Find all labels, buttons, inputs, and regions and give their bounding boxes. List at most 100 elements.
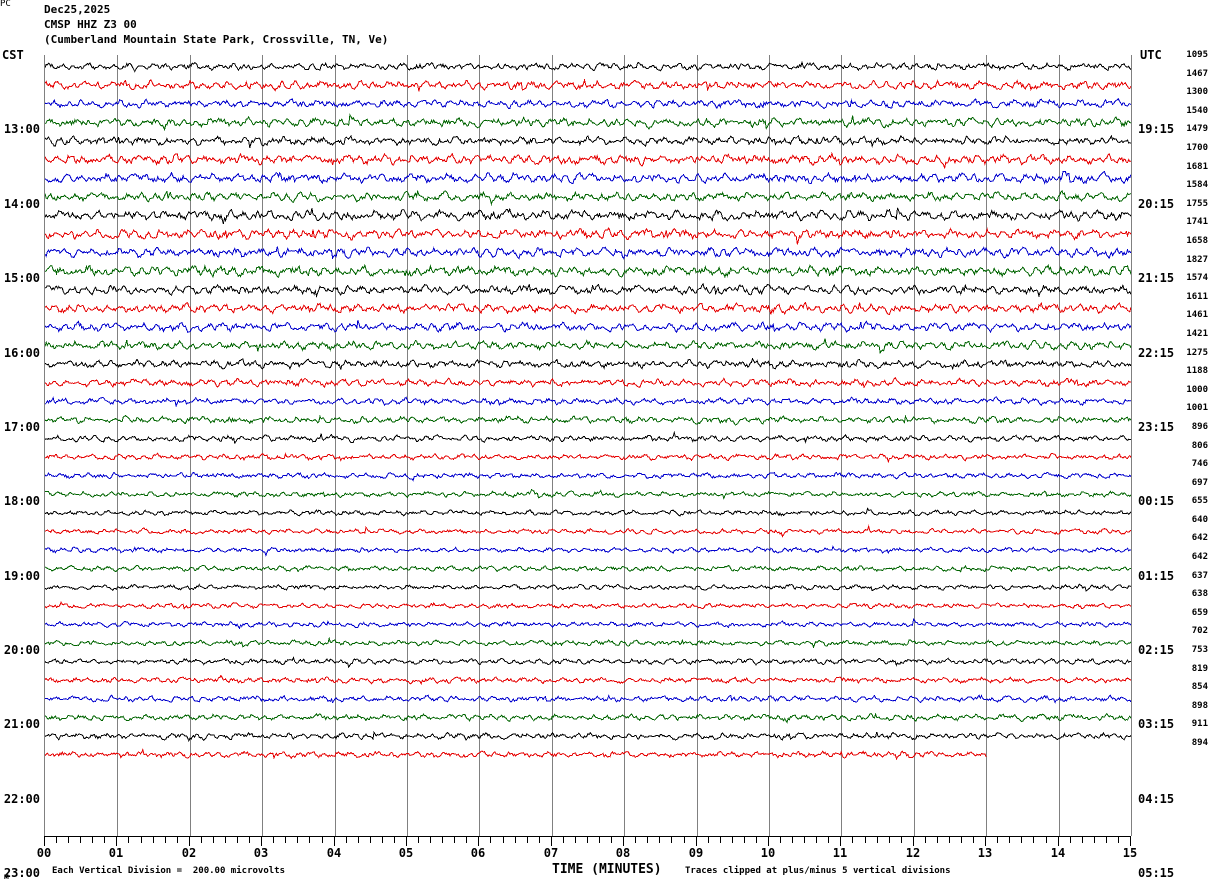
x-tick-label-13: 13 (977, 846, 993, 860)
x-tick-minor (442, 837, 443, 843)
peak-value: 1700 (1186, 142, 1208, 153)
x-tick-major-02 (189, 837, 190, 846)
header-station: CMSP HHZ Z3 00 (44, 18, 137, 31)
trace-line (45, 263, 1131, 279)
x-tick-minor (490, 837, 491, 843)
x-tick-minor (563, 837, 564, 843)
peak-value: 1001 (1186, 403, 1208, 414)
utc-time-label-0515: 05:15 (1138, 866, 1175, 881)
peak-value: 1658 (1186, 235, 1208, 246)
gridline-minute-01 (117, 55, 118, 836)
x-tick-minor (466, 837, 467, 843)
header-location: (Cumberland Mountain State Park, Crossvi… (44, 33, 389, 46)
x-tick-minor (804, 837, 805, 843)
gridline-minute-02 (190, 55, 191, 836)
peak-value: 806 (1191, 440, 1208, 451)
x-tick-minor (297, 837, 298, 843)
x-tick-minor (1106, 837, 1107, 843)
cst-time-label-1900: 19:00 (3, 568, 40, 583)
trace-line (45, 747, 987, 761)
x-tick-minor (92, 837, 93, 843)
peak-value: 753 (1191, 645, 1208, 656)
x-tick-minor (889, 837, 890, 843)
x-tick-minor (937, 837, 938, 843)
x-tick-minor (177, 837, 178, 843)
header-date: Dec25,2025 (44, 3, 111, 16)
x-tick-label-03: 03 (253, 846, 269, 860)
trace-line (45, 430, 1131, 445)
gridline-minute-03 (262, 55, 263, 836)
x-tick-label-15: 15 (1122, 846, 1138, 860)
trace-line (45, 524, 1131, 538)
peak-value: 1540 (1186, 105, 1208, 116)
cst-time-label-2300: 23:00 (3, 866, 40, 881)
peak-value: 1741 (1186, 217, 1208, 228)
x-tick-minor (153, 837, 154, 843)
x-tick-major-10 (768, 837, 769, 846)
peak-value: 1461 (1186, 310, 1208, 321)
trace-line (45, 601, 1131, 610)
peak-value: 819 (1191, 663, 1208, 674)
x-tick-minor (949, 837, 950, 843)
trace-line (45, 226, 1131, 245)
trace-line (45, 674, 1131, 685)
x-tick-major-09 (696, 837, 697, 846)
x-tick-minor (1009, 837, 1010, 843)
peak-value: 1467 (1186, 68, 1208, 79)
trace-line (45, 207, 1131, 224)
x-tick-minor (997, 837, 998, 843)
peak-value: 638 (1191, 589, 1208, 600)
gridline-minute-09 (697, 55, 698, 836)
trace-line (45, 377, 1131, 389)
x-tick-minor (201, 837, 202, 843)
trace-line (45, 151, 1131, 169)
trace-line (45, 583, 1131, 592)
trace-line (45, 656, 1131, 669)
peak-value: 642 (1191, 533, 1208, 544)
gridline-minute-10 (769, 55, 770, 836)
x-tick-minor (961, 837, 962, 843)
peak-value: 896 (1191, 421, 1208, 432)
x-tick-minor (1082, 837, 1083, 843)
x-tick-minor (744, 837, 745, 843)
x-axis-title: TIME (MINUTES) (552, 862, 662, 877)
x-tick-label-11: 11 (832, 846, 848, 860)
trace-line (45, 414, 1131, 426)
x-tick-minor (780, 837, 781, 843)
trace-line (45, 452, 1131, 464)
peak-value: 655 (1191, 496, 1208, 507)
cst-time-label-1400: 14:00 (3, 196, 40, 211)
cst-time-label-1300: 13:00 (3, 122, 40, 137)
left-axis-caption: CST (2, 48, 24, 62)
trace-line (45, 78, 1131, 92)
gridline-minute-06 (479, 55, 480, 836)
x-tick-label-01: 01 (108, 846, 124, 860)
gridline-minute-07 (552, 55, 553, 836)
x-tick-major-13 (985, 837, 986, 846)
cst-time-label-1500: 15:00 (3, 271, 40, 286)
x-tick-minor (659, 837, 660, 843)
x-tick-major-14 (1058, 837, 1059, 846)
x-tick-minor (56, 837, 57, 843)
x-tick-minor (635, 837, 636, 843)
x-tick-minor (454, 837, 455, 843)
x-tick-major-06 (478, 837, 479, 846)
x-tick-minor (370, 837, 371, 843)
trace-line (45, 545, 1131, 557)
utc-time-label-0315: 03:15 (1138, 717, 1175, 732)
x-tick-minor (80, 837, 81, 843)
x-tick-label-14: 14 (1050, 846, 1066, 860)
x-tick-minor (877, 837, 878, 843)
gridline-minute-04 (335, 55, 336, 836)
x-tick-minor (720, 837, 721, 843)
x-tick-minor (792, 837, 793, 843)
peak-value: 1000 (1186, 384, 1208, 395)
x-tick-minor (358, 837, 359, 843)
utc-time-label-0115: 01:15 (1138, 568, 1175, 583)
peak-value: 1300 (1186, 87, 1208, 98)
right-axis-caption: UTC (1140, 48, 1162, 62)
x-tick-minor (575, 837, 576, 843)
peak-value: 1584 (1186, 180, 1208, 191)
utc-time-label-2215: 22:15 (1138, 345, 1175, 360)
footer-scale-note: Each Vertical Division = 200.00 microvol… (52, 866, 285, 876)
